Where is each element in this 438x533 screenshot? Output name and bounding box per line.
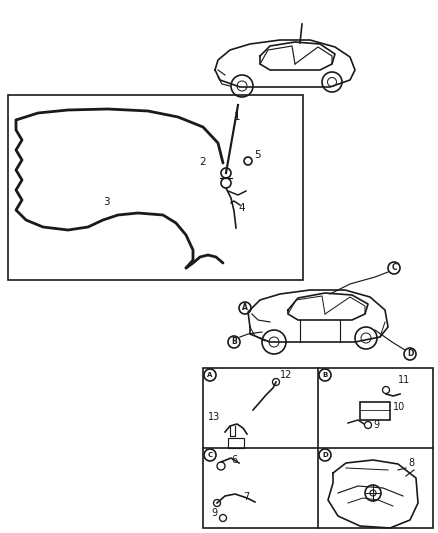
Bar bbox=[8, 95, 303, 280]
Bar bbox=[228, 438, 244, 448]
Text: D: D bbox=[322, 452, 328, 458]
Text: 12: 12 bbox=[280, 370, 293, 380]
Text: 11: 11 bbox=[398, 375, 410, 385]
Text: 3: 3 bbox=[103, 197, 110, 207]
Text: 9: 9 bbox=[373, 420, 379, 430]
Text: 7: 7 bbox=[243, 492, 249, 502]
Text: 9: 9 bbox=[211, 508, 217, 518]
Text: 4: 4 bbox=[238, 203, 245, 213]
Text: 10: 10 bbox=[393, 402, 405, 412]
Bar bbox=[360, 402, 390, 420]
Text: B: B bbox=[322, 372, 328, 378]
Text: D: D bbox=[407, 350, 413, 359]
Text: C: C bbox=[208, 452, 212, 458]
Text: 5: 5 bbox=[254, 150, 261, 160]
Bar bbox=[203, 368, 433, 528]
Text: 1: 1 bbox=[234, 112, 240, 122]
Text: B: B bbox=[231, 337, 237, 346]
Text: A: A bbox=[242, 303, 248, 312]
Text: A: A bbox=[207, 372, 213, 378]
Text: 8: 8 bbox=[408, 458, 414, 468]
Text: 6: 6 bbox=[231, 455, 237, 465]
Text: 2: 2 bbox=[199, 157, 206, 167]
Text: C: C bbox=[391, 263, 397, 272]
Text: 13: 13 bbox=[208, 412, 220, 422]
